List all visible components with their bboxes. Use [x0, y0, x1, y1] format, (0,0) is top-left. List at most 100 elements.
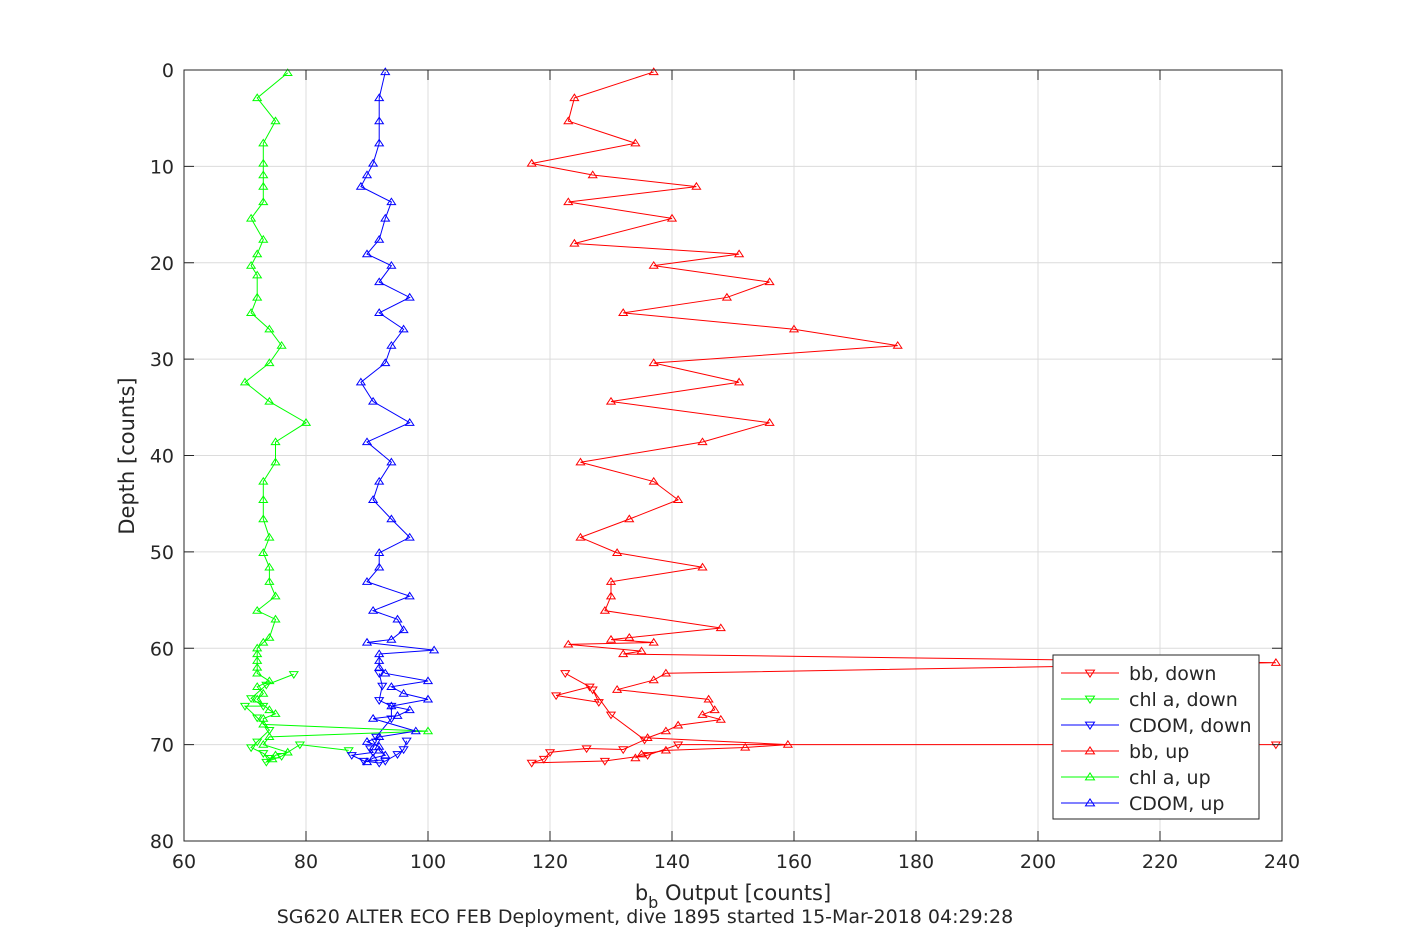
data-point-marker: [386, 457, 397, 466]
data-point-marker: [764, 277, 775, 286]
data-point-marker: [575, 457, 586, 466]
data-point-marker: [374, 476, 385, 485]
x-tick-label: 220: [1142, 851, 1178, 873]
data-point-marker: [239, 377, 251, 386]
data-point-marker: [380, 67, 391, 76]
data-point-marker: [636, 646, 647, 655]
legend-entry: chl a, up: [1061, 767, 1211, 789]
data-point-marker: [1270, 741, 1282, 750]
data-point-marker: [404, 532, 415, 541]
data-point-marker: [239, 702, 251, 711]
data-point-marker: [367, 158, 379, 167]
data-point-marker: [605, 577, 617, 585]
data-point-marker: [374, 562, 385, 571]
series-0: [526, 670, 1282, 768]
data-point-marker: [428, 645, 440, 654]
data-point-marker: [398, 746, 409, 755]
legend-entry: CDOM, down: [1061, 715, 1252, 737]
data-point-marker: [264, 732, 275, 741]
data-point-marker: [544, 749, 556, 758]
series-3: [526, 67, 1282, 762]
data-point-marker: [398, 324, 409, 333]
data-point-marker: [392, 614, 403, 623]
x-tick-label: 100: [410, 851, 446, 873]
data-point-marker: [245, 260, 257, 269]
data-point-marker: [264, 532, 275, 541]
data-point-marker: [740, 742, 751, 751]
data-point-marker: [422, 676, 434, 685]
x-tick-label: 80: [294, 851, 318, 873]
data-point-marker: [282, 747, 293, 756]
data-point-marker: [526, 759, 537, 768]
y-tick-label: 70: [150, 735, 174, 757]
data-point-marker: [374, 548, 385, 556]
legend-swatch-marker: [1084, 695, 1096, 704]
data-point-marker: [374, 116, 385, 125]
legend-label: CDOM, up: [1129, 793, 1224, 815]
data-point-marker: [386, 197, 397, 206]
x-axis-label: bb Output [counts]: [635, 881, 831, 912]
data-point-marker: [258, 688, 269, 697]
data-point-marker: [605, 634, 617, 643]
data-point-marker: [245, 744, 257, 753]
data-point-marker: [715, 714, 726, 723]
data-point-marker: [605, 396, 617, 405]
data-point-marker: [691, 181, 702, 190]
y-tick-label: 20: [150, 253, 174, 275]
legend-swatch-marker: [1084, 798, 1096, 807]
x-tick-label: 200: [1020, 851, 1056, 873]
data-point-marker: [422, 726, 434, 735]
data-point-marker: [605, 591, 617, 600]
data-point-marker: [392, 751, 403, 759]
data-point-marker: [264, 727, 275, 735]
data-point-marker: [252, 292, 263, 301]
legend-entry: chl a, down: [1061, 689, 1238, 711]
legend-swatch-marker: [1084, 746, 1096, 755]
data-point-marker: [666, 213, 678, 222]
data-point-marker: [672, 741, 684, 750]
y-tick-label: 10: [150, 156, 174, 178]
data-point-marker: [386, 701, 397, 710]
data-point-marker: [569, 238, 580, 247]
data-point-marker: [264, 676, 275, 685]
data-point-marker: [245, 695, 257, 704]
data-point-marker: [258, 476, 269, 485]
data-point-marker: [538, 755, 550, 764]
data-point-marker: [648, 260, 659, 269]
x-tick-label: 240: [1264, 851, 1300, 873]
data-point-marker: [355, 377, 367, 386]
data-point-marker: [367, 713, 379, 722]
data-point-marker: [270, 457, 281, 466]
data-point-marker: [563, 116, 574, 125]
data-point-marker: [593, 699, 604, 707]
y-tick-label: 60: [150, 638, 174, 660]
data-point-marker: [252, 714, 263, 723]
data-point-marker: [245, 213, 257, 222]
data-point-marker: [270, 709, 281, 717]
x-axis-label-subscript: b: [648, 893, 658, 912]
data-point-marker: [374, 741, 385, 750]
data-point-marker: [361, 757, 373, 766]
x-axis-label-rest: Output [counts]: [658, 881, 831, 905]
data-point-marker: [252, 738, 263, 747]
data-point-marker: [404, 418, 415, 426]
data-point-marker: [788, 324, 800, 333]
series-layer: [239, 67, 1282, 768]
data-point-marker: [386, 514, 397, 523]
y-tick-label: 80: [150, 831, 174, 853]
data-point-marker: [386, 260, 397, 269]
legend-entry: bb, down: [1061, 663, 1216, 685]
data-point-marker: [764, 418, 775, 426]
data-point-marker: [648, 358, 659, 367]
x-tick-label: 180: [898, 851, 934, 873]
data-point-marker: [355, 181, 367, 190]
y-tick-label: 0: [162, 60, 174, 82]
data-point-marker: [252, 93, 263, 102]
data-point-marker: [358, 757, 370, 766]
data-point-marker: [624, 632, 635, 641]
data-point-marker: [282, 68, 293, 77]
y-tick-label: 40: [150, 446, 174, 468]
data-point-marker: [270, 437, 281, 446]
y-axis-label: Depth [counts]: [115, 377, 139, 534]
